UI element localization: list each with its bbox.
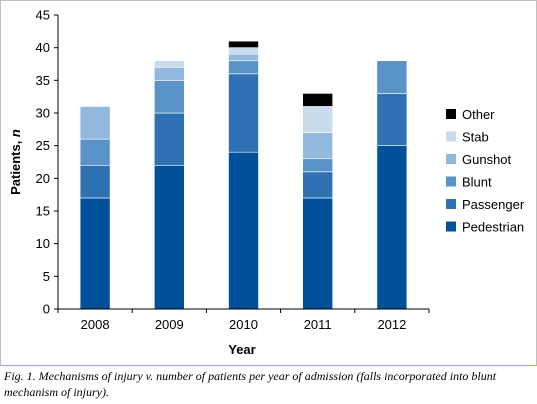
y-axis-label: Patients, n (8, 129, 23, 195)
bar-blunt-2008 (79, 138, 111, 166)
legend-swatch-blunt (446, 176, 456, 187)
x-tick-label-2010: 2010 (229, 317, 258, 332)
x-ticks-group: 2008 2009 2010 2011 2012 (57, 309, 430, 332)
x-tick-label-2009: 2009 (155, 317, 184, 332)
legend-label-gunshot: Gunshot (462, 152, 512, 167)
y-tick-label: 40 (36, 40, 50, 55)
bar-pedestrian-2008 (79, 197, 111, 310)
y-tick-label: 25 (36, 138, 50, 153)
bar-passenger-2011 (302, 171, 334, 199)
bar-pedestrian-2011 (302, 197, 334, 310)
legend: Other Stab Gunshot Blunt Passenger Pedestrian (446, 107, 525, 235)
bars-group (79, 40, 408, 310)
figure-frame: 0 5 10 15 20 25 30 35 40 45 2008 2009 2010 2011 2012 … (0, 0, 537, 366)
bar-other-2010 (228, 40, 259, 48)
y-tick-label: 15 (36, 204, 50, 219)
y-axis-label-main: Patients, (8, 137, 23, 195)
bar-gunshot-2011 (302, 132, 334, 160)
bar-pedestrian-2012 (376, 145, 408, 310)
legend-swatch-stab (446, 131, 456, 142)
bar-passenger-2009 (154, 112, 185, 166)
bar-stab-2011 (302, 106, 334, 133)
legend-label-stab: Stab (462, 130, 489, 145)
figure-caption: Fig. 1. Mechanisms of injury v. number o… (4, 369, 497, 399)
bar-passenger-2012 (376, 93, 408, 146)
y-axis-label-italic: n (8, 129, 23, 137)
legend-swatch-other (446, 109, 456, 119)
bar-gunshot-2010 (228, 53, 259, 62)
y-tick-label: 0 (43, 302, 50, 317)
axes-group (57, 15, 429, 310)
x-tick-label-2011: 2011 (304, 317, 332, 332)
y-ticks-group: 0 5 10 15 20 25 30 35 40 45 (36, 8, 58, 317)
bar-blunt-2009 (154, 80, 185, 114)
bar-blunt-2011 (302, 158, 334, 173)
y-tick-label: 30 (36, 106, 50, 121)
legend-swatch-pedestrian (446, 221, 456, 232)
bar-stab-2009 (154, 60, 185, 68)
legend-label-blunt: Blunt (462, 175, 492, 190)
bar-stab-2010 (228, 47, 259, 55)
bar-blunt-2012 (376, 60, 408, 94)
y-tick-label: 45 (36, 8, 50, 23)
legend-swatch-passenger (446, 199, 456, 209)
legend-label-other: Other (462, 107, 495, 122)
x-tick-label-2012: 2012 (377, 317, 406, 332)
y-tick-label: 20 (36, 171, 50, 186)
legend-label-pedestrian: Pedestrian (462, 220, 524, 235)
bar-passenger-2008 (79, 164, 111, 199)
bar-gunshot-2008 (79, 106, 111, 140)
x-axis-label: Year (228, 342, 255, 357)
y-tick-label: 5 (43, 269, 50, 284)
y-tick-label: 35 (36, 73, 50, 88)
bar-blunt-2010 (228, 60, 259, 75)
bar-pedestrian-2009 (154, 164, 185, 310)
legend-swatch-gunshot (446, 154, 456, 164)
bar-passenger-2010 (228, 73, 259, 153)
legend-label-passenger: Passenger (462, 197, 525, 212)
y-tick-label: 10 (36, 236, 50, 251)
bar-pedestrian-2010 (228, 151, 259, 310)
bar-other-2011 (302, 93, 334, 107)
bar-gunshot-2009 (154, 66, 185, 81)
x-tick-label-2008: 2008 (81, 317, 110, 332)
